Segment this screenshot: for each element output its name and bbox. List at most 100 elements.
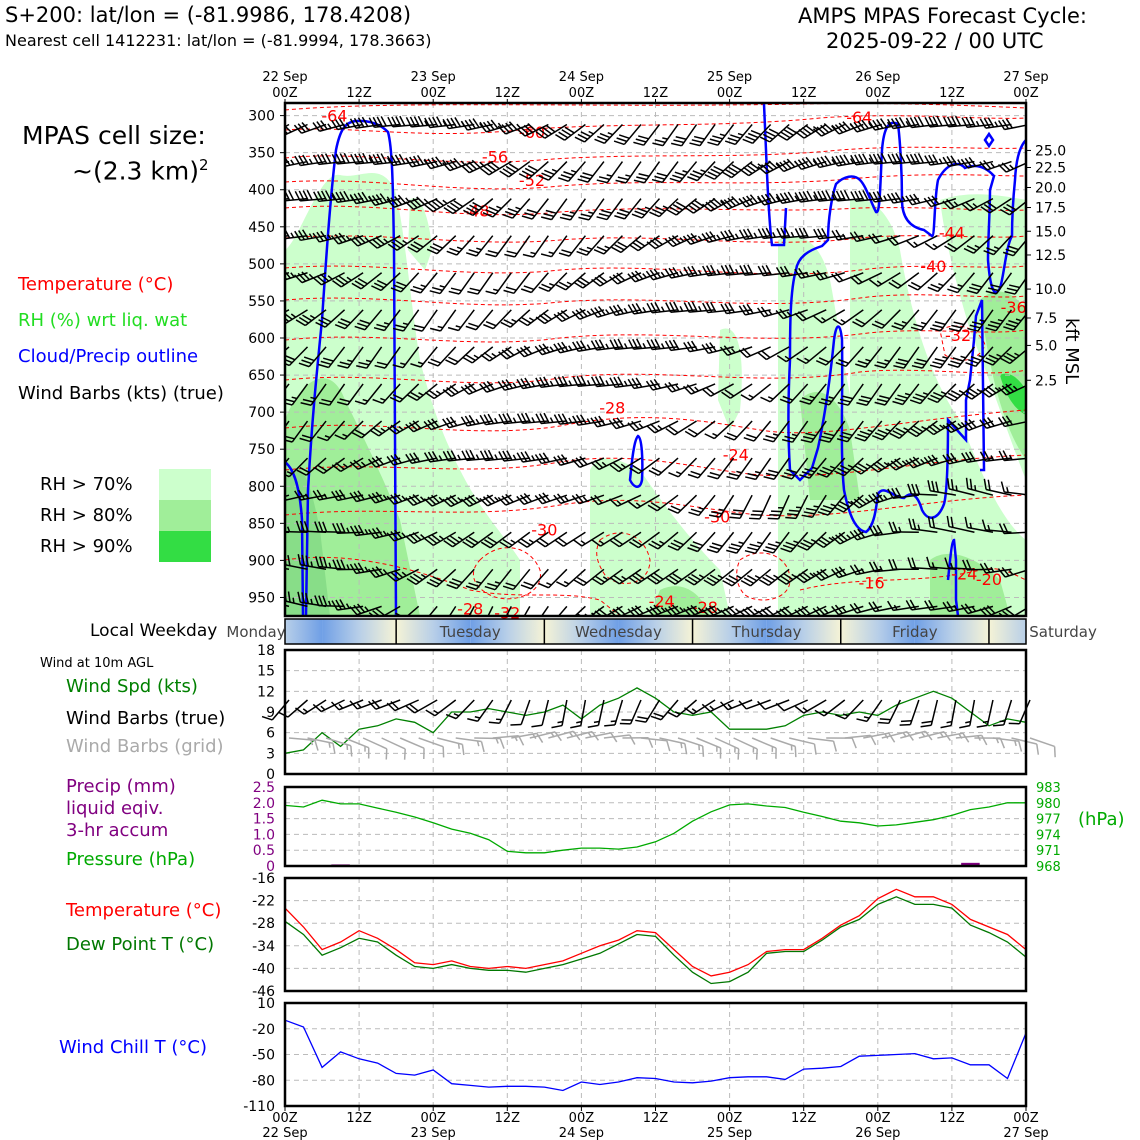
barb-half xyxy=(604,245,610,250)
barb-full xyxy=(723,345,732,355)
barb-full xyxy=(1001,119,1010,130)
barb-half xyxy=(680,742,683,749)
barb-half xyxy=(958,389,965,394)
barb-full xyxy=(497,496,507,506)
wind-barb xyxy=(633,161,661,184)
barb-full xyxy=(502,213,513,219)
barb-staff xyxy=(1006,383,1026,396)
barb-full xyxy=(726,432,738,438)
barb-staff xyxy=(772,420,790,443)
wind-barb xyxy=(946,515,975,533)
barb-staff xyxy=(550,198,568,221)
barb-full xyxy=(338,232,347,242)
barb-full xyxy=(970,355,982,362)
barb-full xyxy=(683,385,692,395)
barb-full xyxy=(319,273,330,282)
wind-barb xyxy=(907,272,938,291)
barb-full xyxy=(674,171,686,177)
barb-full xyxy=(449,247,460,253)
barb-full xyxy=(394,154,402,165)
barb-full xyxy=(706,576,717,584)
barb-full xyxy=(338,275,349,284)
barb-full xyxy=(598,339,606,350)
barb-staff xyxy=(477,699,494,722)
barb-staff xyxy=(643,124,661,146)
barb-staff xyxy=(583,568,605,587)
pressure-tick-label: 350 xyxy=(248,146,275,162)
barb-full xyxy=(557,311,567,321)
barb-full xyxy=(687,204,698,212)
barb-half xyxy=(662,205,669,209)
barb-full xyxy=(572,376,579,387)
wind-barb xyxy=(516,605,531,616)
barb-half xyxy=(754,470,761,474)
barb-full xyxy=(276,229,281,239)
barb-full xyxy=(768,469,779,474)
barb-full xyxy=(486,120,495,131)
barb-half xyxy=(419,496,425,502)
barb-staff xyxy=(597,309,623,318)
barb-staff xyxy=(615,420,642,430)
barb-full xyxy=(609,377,616,388)
barb-full xyxy=(392,327,404,332)
wind-barb xyxy=(516,123,549,137)
barb-half xyxy=(994,387,1000,392)
barb-full xyxy=(508,121,518,131)
barb-half xyxy=(753,232,758,238)
wind-barb xyxy=(924,154,956,166)
barb-full xyxy=(523,493,533,503)
barb-full xyxy=(785,541,797,547)
barb-half xyxy=(497,122,503,128)
barb-full xyxy=(961,117,968,128)
barb-staff xyxy=(765,160,790,175)
wind-barb xyxy=(532,605,549,616)
wind-barb-true xyxy=(683,699,716,715)
barb-half xyxy=(642,273,647,279)
barb-staff xyxy=(374,531,401,539)
main-grid xyxy=(285,103,1026,616)
barb-full xyxy=(812,270,821,281)
wind-barb xyxy=(349,234,382,247)
wind-barb xyxy=(299,420,327,443)
barb-full xyxy=(287,591,291,603)
barb-staff xyxy=(699,124,716,147)
barb-full xyxy=(876,398,888,403)
barb-full xyxy=(331,192,338,203)
barb-full xyxy=(637,207,648,213)
barb-full xyxy=(524,412,532,423)
wind-barb-true xyxy=(635,699,661,723)
barb-full xyxy=(349,563,357,574)
barb-full xyxy=(507,207,519,213)
barb-full xyxy=(632,241,642,249)
barb-full xyxy=(322,521,328,533)
temp-contour-label: -52 xyxy=(519,171,545,190)
wind-barb xyxy=(499,160,531,178)
barb-full xyxy=(576,375,583,387)
barb-full xyxy=(390,287,402,293)
barb-half xyxy=(675,471,682,475)
barb-full xyxy=(652,208,663,215)
barb-staff xyxy=(418,737,444,748)
barb-full xyxy=(324,153,332,164)
barb-full xyxy=(1003,326,1014,331)
barb-full xyxy=(747,472,759,477)
barb-full xyxy=(276,157,282,168)
barb-half xyxy=(660,343,665,349)
barb-full xyxy=(831,156,839,167)
barb-half xyxy=(380,397,386,401)
barb-half xyxy=(494,454,499,460)
barb-full xyxy=(702,265,709,276)
barb-full xyxy=(429,578,440,585)
cell-size-exp: 2 xyxy=(199,156,209,174)
barb-full xyxy=(484,585,496,591)
wind-barb xyxy=(479,160,512,176)
barb-full xyxy=(479,122,487,133)
barb-full xyxy=(445,359,456,366)
barb-staff xyxy=(659,737,686,745)
barb-half xyxy=(716,607,722,613)
wind-barb xyxy=(465,309,494,331)
wind-barb xyxy=(331,599,364,611)
barb-full xyxy=(386,495,395,505)
barb-full xyxy=(520,451,528,462)
wind-barb-grid xyxy=(307,737,336,754)
